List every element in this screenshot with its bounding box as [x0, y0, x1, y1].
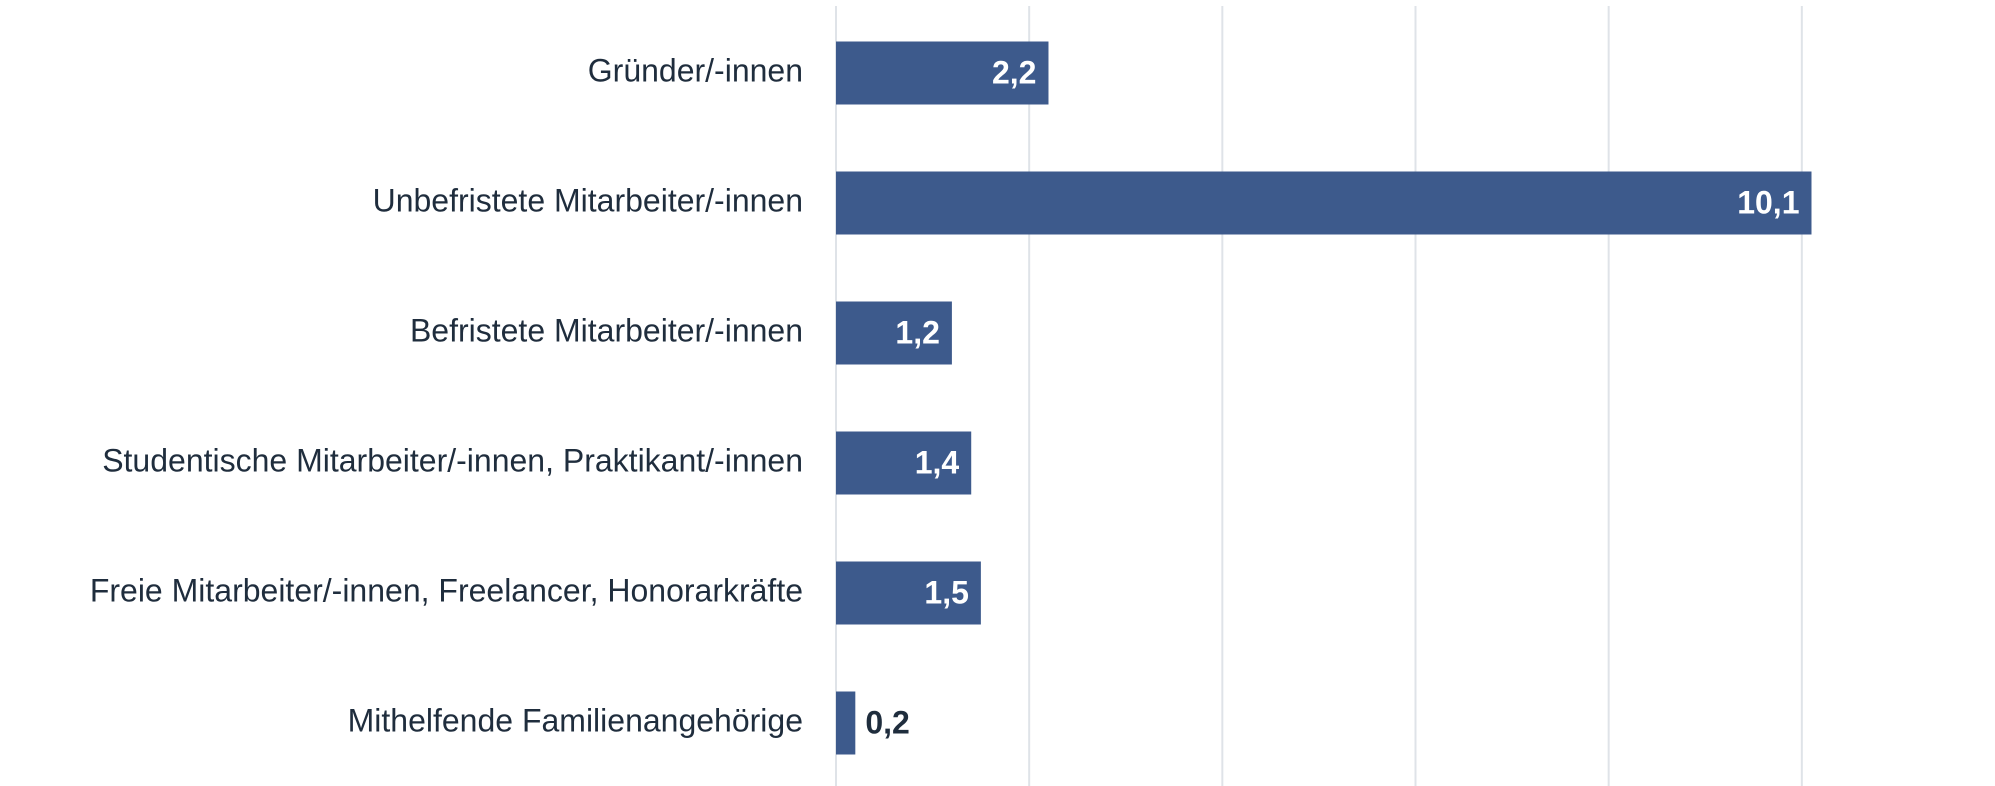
value-label: 1,5 [924, 574, 968, 610]
bar [836, 561, 981, 625]
y-tick-label: Studentische Mitarbeiter/-innen, Praktik… [102, 442, 803, 478]
y-tick-label: Mithelfende Familienangehörige [348, 702, 803, 738]
value-label: 10,1 [1737, 184, 1799, 220]
y-tick-label: Gründer/-innen [588, 52, 803, 88]
value-label: 1,4 [915, 444, 960, 480]
y-tick-label: Freie Mitarbeiter/-innen, Freelancer, Ho… [90, 572, 803, 608]
y-tick-label: Befristete Mitarbeiter/-innen [410, 312, 803, 348]
y-tick-label: Unbefristete Mitarbeiter/-innen [373, 182, 803, 218]
bar [836, 301, 952, 365]
value-label: 0,2 [865, 704, 909, 740]
bar [836, 431, 972, 495]
value-label: 2,2 [992, 54, 1036, 90]
bar [836, 41, 1049, 105]
bar [836, 171, 1812, 235]
bar [836, 691, 856, 755]
value-label: 1,2 [895, 314, 939, 350]
